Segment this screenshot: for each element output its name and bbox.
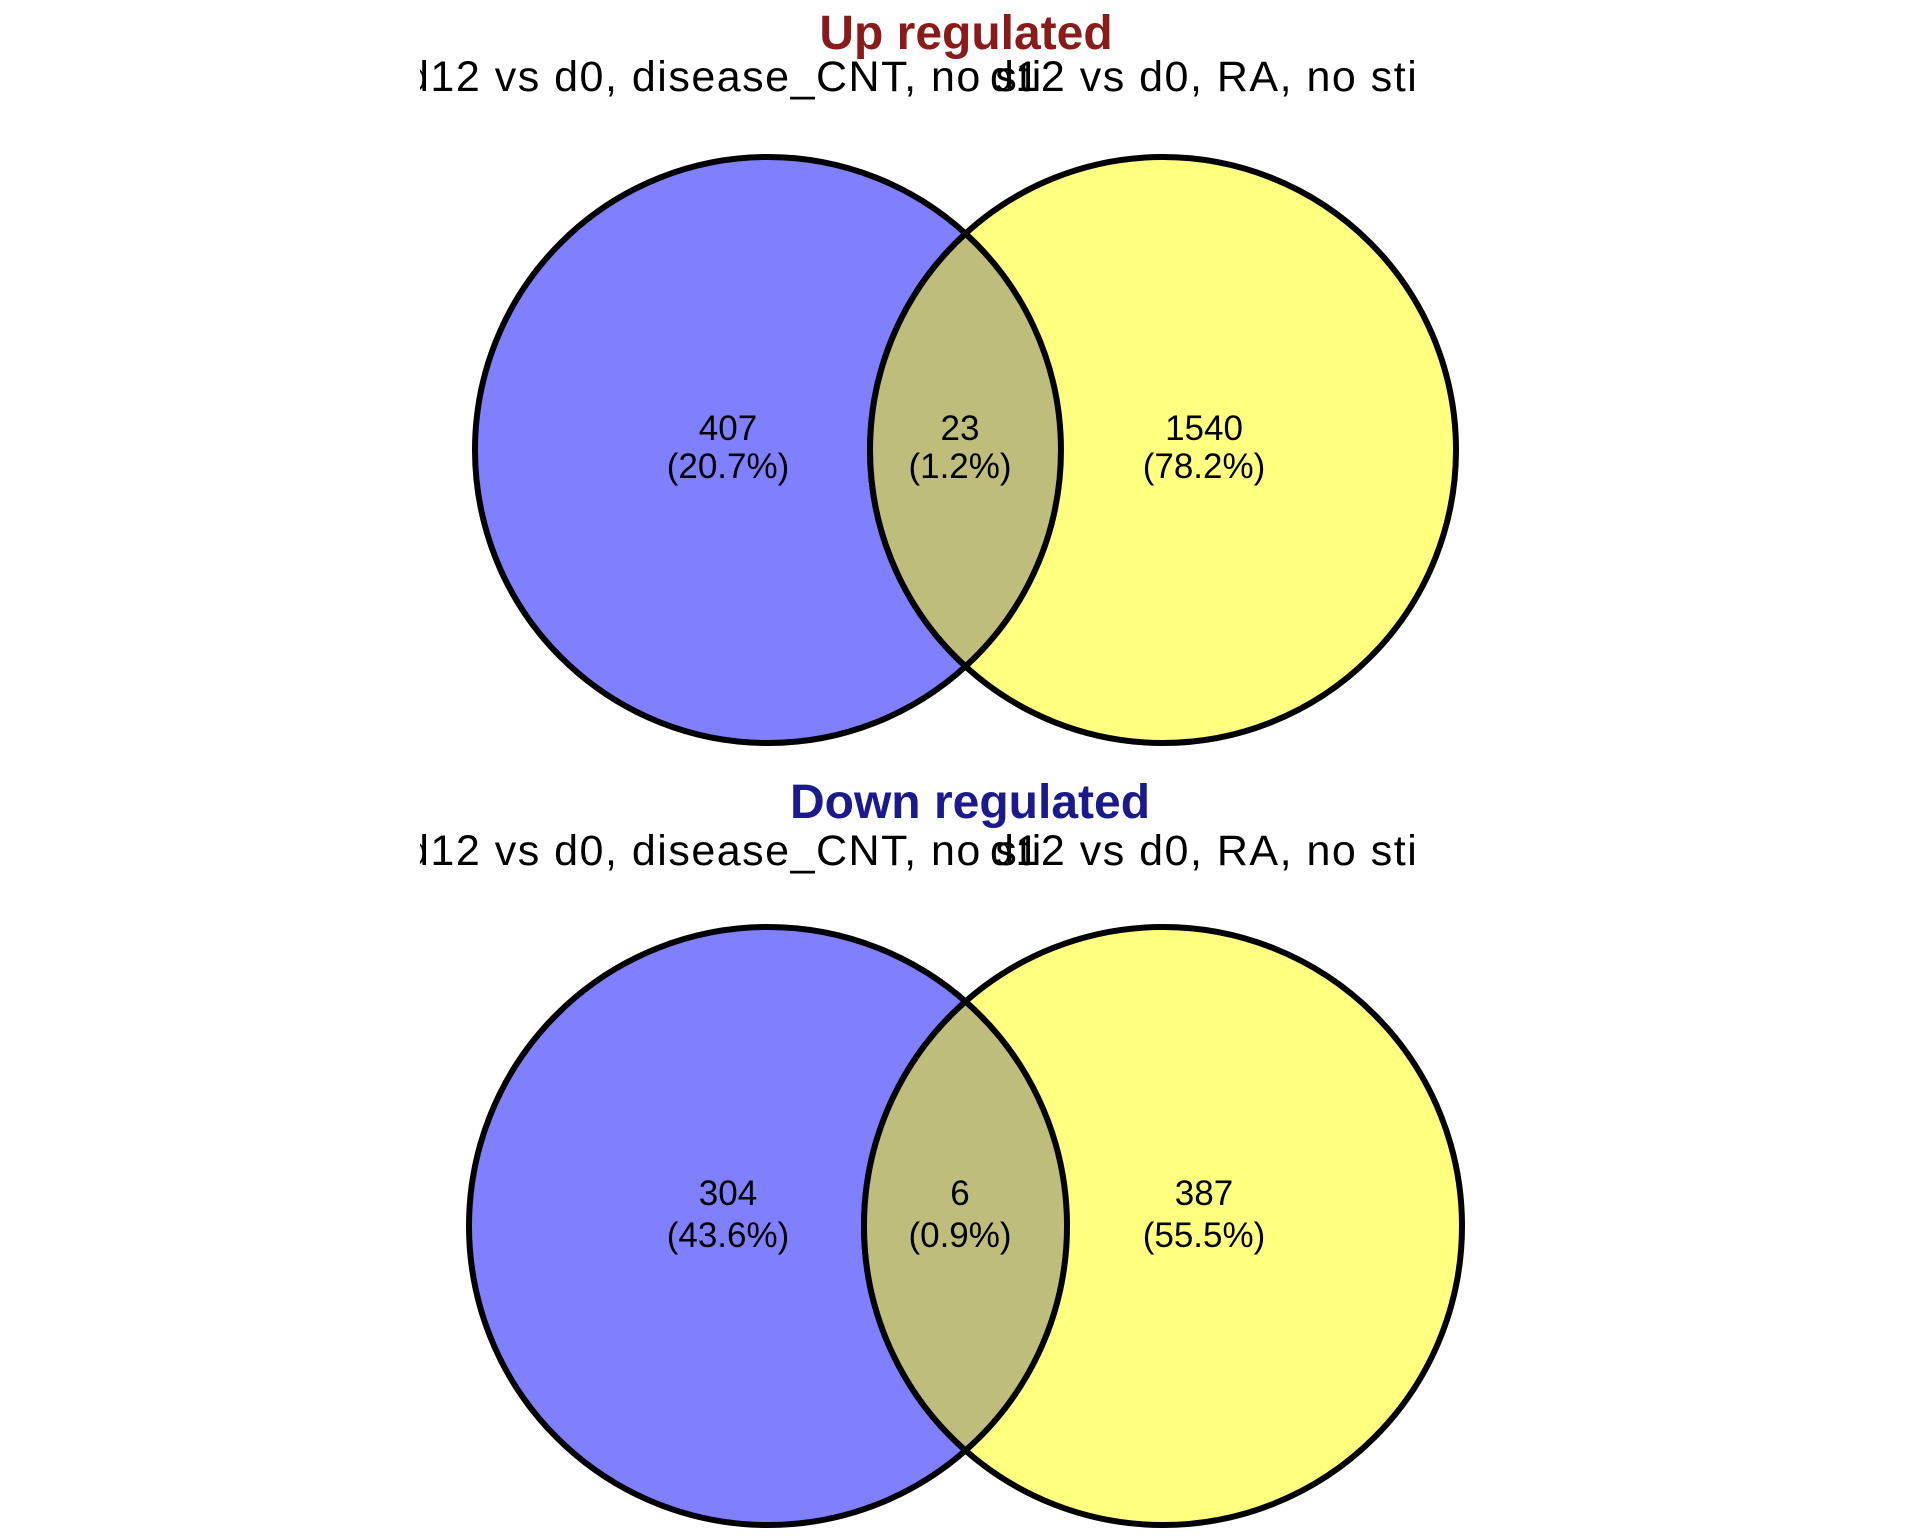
up-b-only-percent: (78.2%) <box>1143 447 1266 486</box>
down-intersection-lens <box>860 997 1071 1455</box>
up-a-only-percent: (20.7%) <box>667 447 790 486</box>
down-a-only-percent: (43.6%) <box>667 1216 790 1255</box>
up-b-only-count: 1540 <box>1165 409 1243 448</box>
up-intersection-percent: (1.2%) <box>908 447 1011 486</box>
down-intersection-count: 6 <box>950 1174 969 1213</box>
up-title: Up regulated <box>819 7 1112 60</box>
up-intersection-count: 23 <box>941 409 980 448</box>
up-set-b-label: d12 vs d0, RA, no sti <box>990 53 1418 101</box>
down-title: Down regulated <box>790 776 1150 829</box>
down-intersection-percent: (0.9%) <box>908 1216 1011 1255</box>
down-set-b-label: d12 vs d0, RA, no sti <box>990 827 1418 875</box>
down-b-only-percent: (55.5%) <box>1143 1216 1266 1255</box>
down-set-a-label: d12 vs d0, disease_CNT, no sti <box>405 827 1043 875</box>
venn-down-regulated: Down regulated d12 vs d0, disease_CNT, n… <box>405 776 1465 1528</box>
venn-up-regulated: Up regulated d12 vs d0, disease_CNT, no … <box>405 7 1459 746</box>
up-intersection-lens <box>867 229 1064 671</box>
up-a-only-count: 407 <box>699 409 757 448</box>
down-a-only-count: 304 <box>699 1174 757 1213</box>
down-b-only-count: 387 <box>1175 1174 1233 1213</box>
up-set-a-label: d12 vs d0, disease_CNT, no sti <box>405 53 1043 101</box>
